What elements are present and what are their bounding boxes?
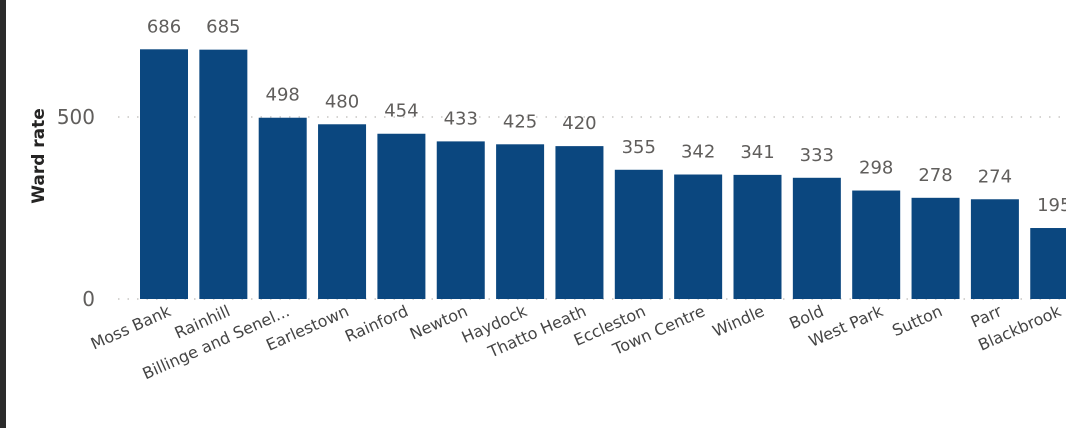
y-tick-label: 500 — [57, 105, 95, 129]
data-label: 333 — [800, 145, 834, 166]
bar — [733, 174, 782, 299]
bars — [140, 49, 1066, 299]
data-label: 195 — [1037, 195, 1066, 216]
x-tick-label: Newton — [407, 301, 471, 343]
data-label: 420 — [562, 113, 596, 134]
x-tick-label: Rainford — [342, 301, 411, 346]
data-label: 685 — [206, 17, 240, 38]
x-tick-label: Moss Bank — [88, 301, 175, 353]
data-label: 686 — [147, 16, 181, 37]
data-label: 454 — [384, 101, 418, 122]
data-labels: 686 685 498 480 454 433 425 420 355 342 341 333 298 2… — [147, 16, 1066, 216]
bar — [140, 49, 188, 299]
bar — [674, 174, 723, 299]
bar — [852, 190, 901, 299]
bar — [970, 199, 1019, 299]
bar — [496, 144, 545, 299]
bar — [377, 133, 426, 299]
bar — [614, 169, 663, 299]
bar — [436, 141, 485, 299]
data-label: 355 — [622, 137, 656, 158]
bar — [199, 49, 248, 299]
bar — [318, 124, 367, 299]
bar — [1030, 228, 1066, 299]
bar — [911, 197, 960, 299]
bar — [792, 177, 841, 299]
data-label: 278 — [918, 165, 952, 186]
x-tick-label: Sutton — [889, 301, 945, 340]
data-label: 498 — [266, 85, 300, 106]
data-label: 425 — [503, 111, 537, 132]
data-label: 341 — [740, 142, 774, 163]
window-edge — [0, 0, 6, 428]
y-tick-label: 0 — [82, 287, 95, 311]
data-label: 342 — [681, 142, 715, 163]
y-axis-title: Ward rate — [29, 108, 49, 204]
data-label: 298 — [859, 158, 893, 179]
x-tick-label: Windle — [710, 301, 768, 341]
data-label: 433 — [444, 108, 478, 129]
bar — [258, 117, 307, 299]
bar — [555, 146, 604, 299]
y-axis-ticks: 0 500 — [57, 105, 95, 311]
data-label: 480 — [325, 91, 359, 112]
data-label: 274 — [978, 166, 1012, 187]
